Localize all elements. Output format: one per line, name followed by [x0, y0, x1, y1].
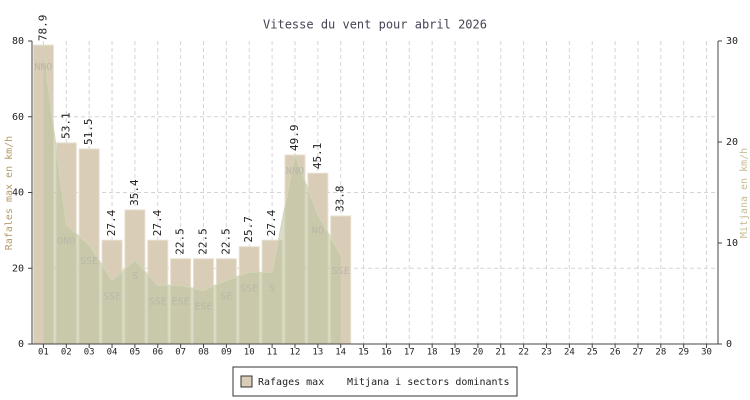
sector-label: SSE: [80, 256, 98, 267]
sector-label: S: [132, 271, 138, 282]
y2-tick-label: 0: [726, 339, 732, 350]
y-axis-label: Rafales max en km/h: [4, 136, 15, 250]
value-label: 25.7: [242, 216, 255, 243]
sector-label: NNO: [34, 62, 52, 73]
y-tick-label: 40: [12, 188, 24, 199]
sector-label: ONO: [57, 236, 75, 247]
x-tick-label: 11: [267, 348, 278, 358]
value-label: 45.1: [311, 143, 324, 170]
x-tick-label: 04: [107, 348, 118, 358]
x-tick-label: 17: [404, 348, 415, 358]
value-label: 27.4: [105, 209, 118, 236]
y-tick-label: 20: [12, 263, 24, 274]
x-tick-label: 14: [335, 348, 346, 358]
value-label: 33.8: [334, 185, 347, 212]
x-tick-label: 15: [358, 348, 369, 358]
x-tick-label: 08: [198, 348, 209, 358]
area-fill: [43, 51, 341, 344]
value-label: 35.4: [128, 179, 141, 206]
x-tick-label: 10: [244, 348, 255, 358]
legend-box: [232, 366, 518, 397]
legend-label: Rafages max: [258, 377, 324, 388]
x-tick-label: 26: [610, 348, 621, 358]
value-label: 49.9: [288, 125, 301, 152]
y2-axis-label: Mitjana en km/h: [739, 148, 750, 238]
y2-tick-label: 10: [726, 238, 738, 249]
x-tick-label: 28: [655, 348, 666, 358]
x-tick-label: 25: [587, 348, 598, 358]
x-tick-label: 24: [564, 348, 575, 358]
y2-tick-label: 30: [726, 36, 738, 47]
x-tick-label: 02: [61, 348, 72, 358]
sector-label: NO: [312, 226, 324, 237]
x-tick-label: 22: [518, 348, 529, 358]
sector-label: ESE: [172, 296, 190, 307]
chart-title: Vitesse du vent pour abril 2026: [263, 18, 487, 32]
value-label: 51.5: [82, 118, 95, 145]
sector-label: NNO: [286, 166, 304, 177]
x-tick-label: 27: [633, 348, 644, 358]
legend-label: Mitjana i sectors dominants: [347, 377, 510, 388]
x-tick-label: 20: [472, 348, 483, 358]
legend-swatch: [240, 375, 253, 388]
x-tick-label: 30: [701, 348, 712, 358]
sector-label: SSE: [332, 266, 350, 277]
value-label: 22.5: [197, 228, 210, 255]
value-label: 22.5: [219, 228, 232, 255]
x-tick-label: 03: [84, 348, 95, 358]
value-label: 53.1: [59, 112, 72, 139]
x-tick-label: 21: [495, 348, 506, 358]
x-tick-label: 09: [221, 348, 232, 358]
y-tick-label: 80: [12, 36, 24, 47]
sector-label: SSE: [240, 283, 258, 294]
sector-label: SSE: [149, 296, 167, 307]
x-tick-label: 05: [129, 348, 140, 358]
sector-label: ESE: [194, 301, 212, 312]
x-tick-label: 13: [312, 348, 323, 358]
y2-tick-label: 20: [726, 137, 738, 148]
x-tick-label: 19: [450, 348, 461, 358]
sector-label: SSE: [103, 291, 121, 302]
x-tick-label: 01: [38, 348, 49, 358]
value-label: 78.9: [36, 15, 49, 42]
x-tick-label: 07: [175, 348, 186, 358]
area-line: [42, 51, 342, 291]
y-tick-label: 0: [18, 339, 24, 350]
x-tick-label: 18: [427, 348, 438, 358]
sector-label: S: [269, 283, 275, 294]
x-tick-label: 23: [541, 348, 552, 358]
x-tick-label: 12: [290, 348, 301, 358]
value-label: 22.5: [174, 228, 187, 255]
x-tick-label: 29: [678, 348, 689, 358]
sector-label: SE: [220, 291, 232, 302]
x-tick-label: 06: [152, 348, 163, 358]
value-label: 27.4: [265, 209, 278, 236]
value-label: 27.4: [151, 209, 164, 236]
x-tick-label: 16: [381, 348, 392, 358]
y-tick-label: 60: [12, 112, 24, 123]
